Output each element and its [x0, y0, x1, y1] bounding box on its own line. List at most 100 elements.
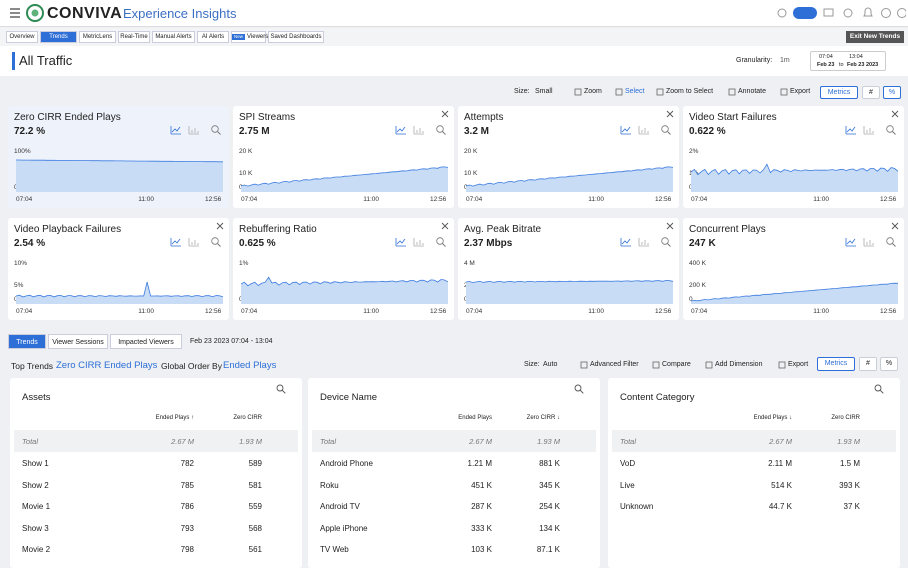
cell: 134 K — [539, 523, 560, 533]
toolbar-item[interactable]: Select — [625, 88, 645, 95]
row-label: Total — [320, 437, 336, 446]
toolbar-item[interactable]: Annotate — [738, 88, 767, 95]
card-value: 0.622 % — [689, 126, 726, 137]
tab[interactable]: Trends — [40, 31, 77, 43]
hash-button[interactable]: # — [862, 86, 880, 99]
trends-item[interactable]: Add Dimension — [715, 361, 763, 368]
column-header[interactable]: Zero CIRR ↓ — [526, 415, 560, 421]
tab[interactable]: Real-Time — [118, 31, 150, 43]
x-tick-label: 11:00 — [588, 308, 605, 315]
y-tick-label: 5% — [14, 282, 24, 289]
sparkline — [241, 166, 448, 192]
granularity-value[interactable]: 1m — [780, 57, 790, 64]
metric-card[interactable]: Attempts 3.2 M 20 K 10 K 0 07:04 11:00 12:56 — [458, 106, 679, 208]
x-tick-label: 07:04 — [16, 308, 33, 315]
trends-item[interactable]: Compare — [662, 361, 691, 368]
metrics-button[interactable]: Metrics — [817, 357, 855, 371]
from-date: Feb 23 — [817, 62, 835, 68]
row-label: Unknown — [620, 502, 654, 512]
toolbar-item[interactable]: Zoom — [584, 88, 602, 95]
bottom-tab[interactable]: Viewer Sessions — [48, 334, 108, 349]
column-header[interactable]: Ended Plays ↓ — [753, 415, 792, 421]
table-title[interactable]: Assets — [22, 392, 51, 403]
search-icon — [874, 384, 884, 394]
hash-button[interactable]: # — [859, 357, 877, 371]
trends-item[interactable]: Export — [788, 361, 809, 368]
toggle[interactable] — [793, 7, 817, 19]
x-tick-label: 07:04 — [241, 308, 258, 315]
total-row-bg — [312, 430, 596, 452]
tab-label: MetricLens — [82, 34, 113, 40]
card-title: Video Start Failures — [689, 112, 777, 123]
close-icon — [216, 222, 224, 230]
card-icons — [845, 125, 896, 135]
cell: 451 K — [471, 480, 492, 490]
cell: 1.93 M — [537, 437, 560, 446]
close-icon — [666, 222, 674, 230]
card-icons — [170, 237, 221, 247]
table-title[interactable]: Content Category — [620, 392, 695, 403]
metric-select[interactable]: Zero CIRR Ended Plays — [56, 360, 158, 371]
tab[interactable]: MetricLens — [79, 31, 116, 43]
date-picker[interactable]: 07:04 Feb 23 to 13:04 Feb 23 2023 — [810, 51, 886, 71]
cell: 786 — [180, 502, 194, 512]
x-tick-label: 11:00 — [588, 196, 605, 203]
x-tick-label: 12:56 — [655, 196, 672, 203]
new-badge: New — [232, 34, 246, 40]
page-title: All Traffic — [19, 53, 73, 68]
brand: CONVIVA — [47, 5, 123, 22]
search-icon — [276, 384, 286, 394]
tab-label: Real-Time — [120, 34, 148, 40]
x-tick-label: 11:00 — [138, 196, 155, 203]
percent-button[interactable]: % — [880, 357, 898, 371]
column-header[interactable]: Ended Plays — [458, 415, 492, 421]
menu-icon[interactable] — [10, 8, 20, 18]
toolbar-item[interactable]: Export — [790, 88, 811, 95]
column-header[interactable]: Zero CIRR — [233, 415, 262, 421]
row-label: TV Web — [320, 545, 349, 555]
bottom-tab[interactable]: Trends — [8, 334, 46, 349]
tab-label: Trends — [49, 34, 68, 40]
sparkline — [16, 159, 223, 192]
card-title: Rebuffering Ratio — [239, 224, 317, 235]
bottom-date: Feb 23 2023 07:04 - 13:04 — [190, 338, 273, 345]
percent-button[interactable]: % — [883, 86, 901, 99]
trends-icon — [778, 361, 786, 369]
order-select[interactable]: Ended Plays — [223, 360, 277, 371]
cell: 1.93 M — [837, 437, 860, 446]
tab[interactable]: AI Alerts — [197, 31, 229, 43]
tab[interactable]: Manual Alerts — [152, 31, 195, 43]
tab[interactable]: Overview — [6, 31, 38, 43]
to-time: 13:04 — [849, 54, 863, 60]
x-tick-label: 07:04 — [691, 196, 708, 203]
y-tick-label: 10 K — [464, 170, 478, 177]
x-tick-label: 11:00 — [813, 196, 830, 203]
metric-card[interactable]: SPI Streams 2.75 M 20 K 10 K 0 07:04 11:00 12:5… — [233, 106, 454, 208]
row-label: Show 2 — [22, 480, 49, 490]
row-label: Live — [620, 480, 635, 490]
logo-icon — [26, 4, 44, 22]
column-header[interactable]: Zero CIRR — [831, 415, 860, 421]
size-value[interactable]: Auto — [543, 361, 558, 368]
metrics-button[interactable]: Metrics — [820, 86, 858, 99]
bottom-tab[interactable]: Impacted Viewers — [110, 334, 182, 349]
tab[interactable]: Saved Dashboards — [268, 31, 324, 43]
cell: 393 K — [839, 480, 860, 490]
sparkline — [691, 282, 898, 304]
row-label: Total — [22, 437, 38, 446]
cell: 37 K — [843, 502, 860, 512]
column-header[interactable]: Ended Plays ↑ — [155, 415, 194, 421]
size-value[interactable]: Small — [535, 88, 553, 95]
metric-card[interactable]: Concurrent Plays 247 K 400 K 200 K 0 07:04 11:… — [683, 218, 904, 320]
exit-button[interactable]: Exit New Trends — [846, 31, 904, 43]
toolbar-item[interactable]: Zoom to Select — [666, 88, 714, 95]
card-value: 72.2 % — [14, 126, 46, 137]
table-title[interactable]: Device Name — [320, 392, 378, 403]
trends-item[interactable]: Advanced Filter — [590, 361, 639, 368]
tab[interactable]: New Viewers — [231, 31, 268, 43]
